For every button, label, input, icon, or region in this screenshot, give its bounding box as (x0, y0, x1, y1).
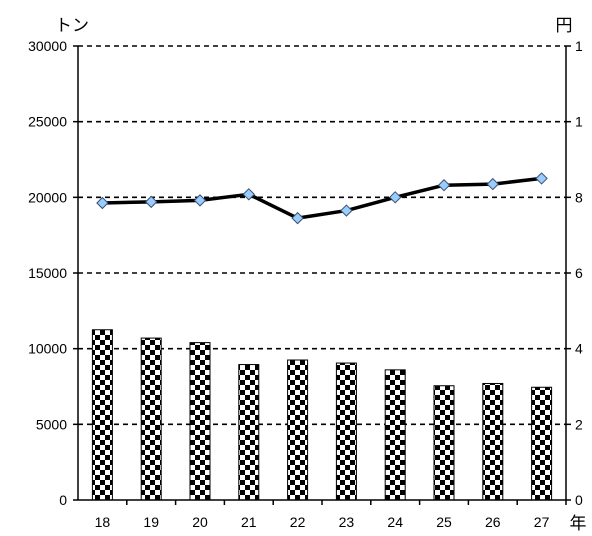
x-tick-label: 25 (436, 514, 452, 530)
data-point (96, 196, 109, 210)
bar (91, 329, 113, 501)
data-point (193, 194, 207, 207)
y-left-unit: トン (55, 16, 89, 35)
data-point (242, 188, 256, 201)
y-left-tick-label: 10000 (28, 341, 67, 357)
bar (335, 362, 357, 501)
x-tick-label: 19 (143, 514, 159, 530)
x-tick-label: 22 (290, 514, 306, 530)
data-point (535, 172, 548, 185)
data-point (437, 179, 451, 192)
y-right-unit: 円 (556, 16, 573, 35)
data-point (340, 204, 353, 217)
x-tick-label: 21 (241, 514, 257, 530)
bar (433, 385, 455, 501)
y-left-tick-label: 5000 (36, 416, 67, 432)
y-left-tick-label: 25000 (28, 114, 67, 130)
y-right-tick-label: 4 (575, 341, 583, 357)
y-right-tick-label: 1 (575, 114, 583, 130)
x-unit: 年 (570, 514, 587, 533)
bar (189, 342, 211, 501)
bar (482, 382, 504, 501)
bar (384, 369, 406, 501)
line-series (96, 172, 548, 225)
x-tick-label: 26 (485, 514, 501, 530)
x-tick-label: 20 (192, 514, 208, 530)
x-tick-label: 18 (95, 514, 111, 530)
y-left-tick-label: 0 (59, 492, 67, 508)
data-point (144, 195, 158, 209)
y-right-tick-label: 6 (575, 265, 583, 281)
bar (531, 386, 553, 501)
y-right-tick-label: 0 (575, 492, 583, 508)
bar-series (91, 329, 553, 501)
y-left-tick-label: 20000 (28, 189, 67, 205)
data-point (486, 177, 500, 191)
bar (238, 364, 260, 501)
series-line (102, 176, 542, 220)
data-point (291, 211, 304, 225)
y-left-tick-label: 30000 (28, 38, 67, 54)
data-point (388, 191, 402, 204)
bar (140, 337, 162, 501)
y-right-tick-label: 1 (575, 38, 583, 54)
x-tick-label: 23 (339, 514, 355, 530)
x-tick-label: 24 (387, 514, 403, 530)
y-left-tick-label: 15000 (28, 265, 67, 281)
y-right-tick-label: 2 (575, 416, 583, 432)
y-right-tick-label: 8 (575, 189, 583, 205)
x-tick-label: 27 (534, 514, 550, 530)
bar (287, 359, 309, 501)
